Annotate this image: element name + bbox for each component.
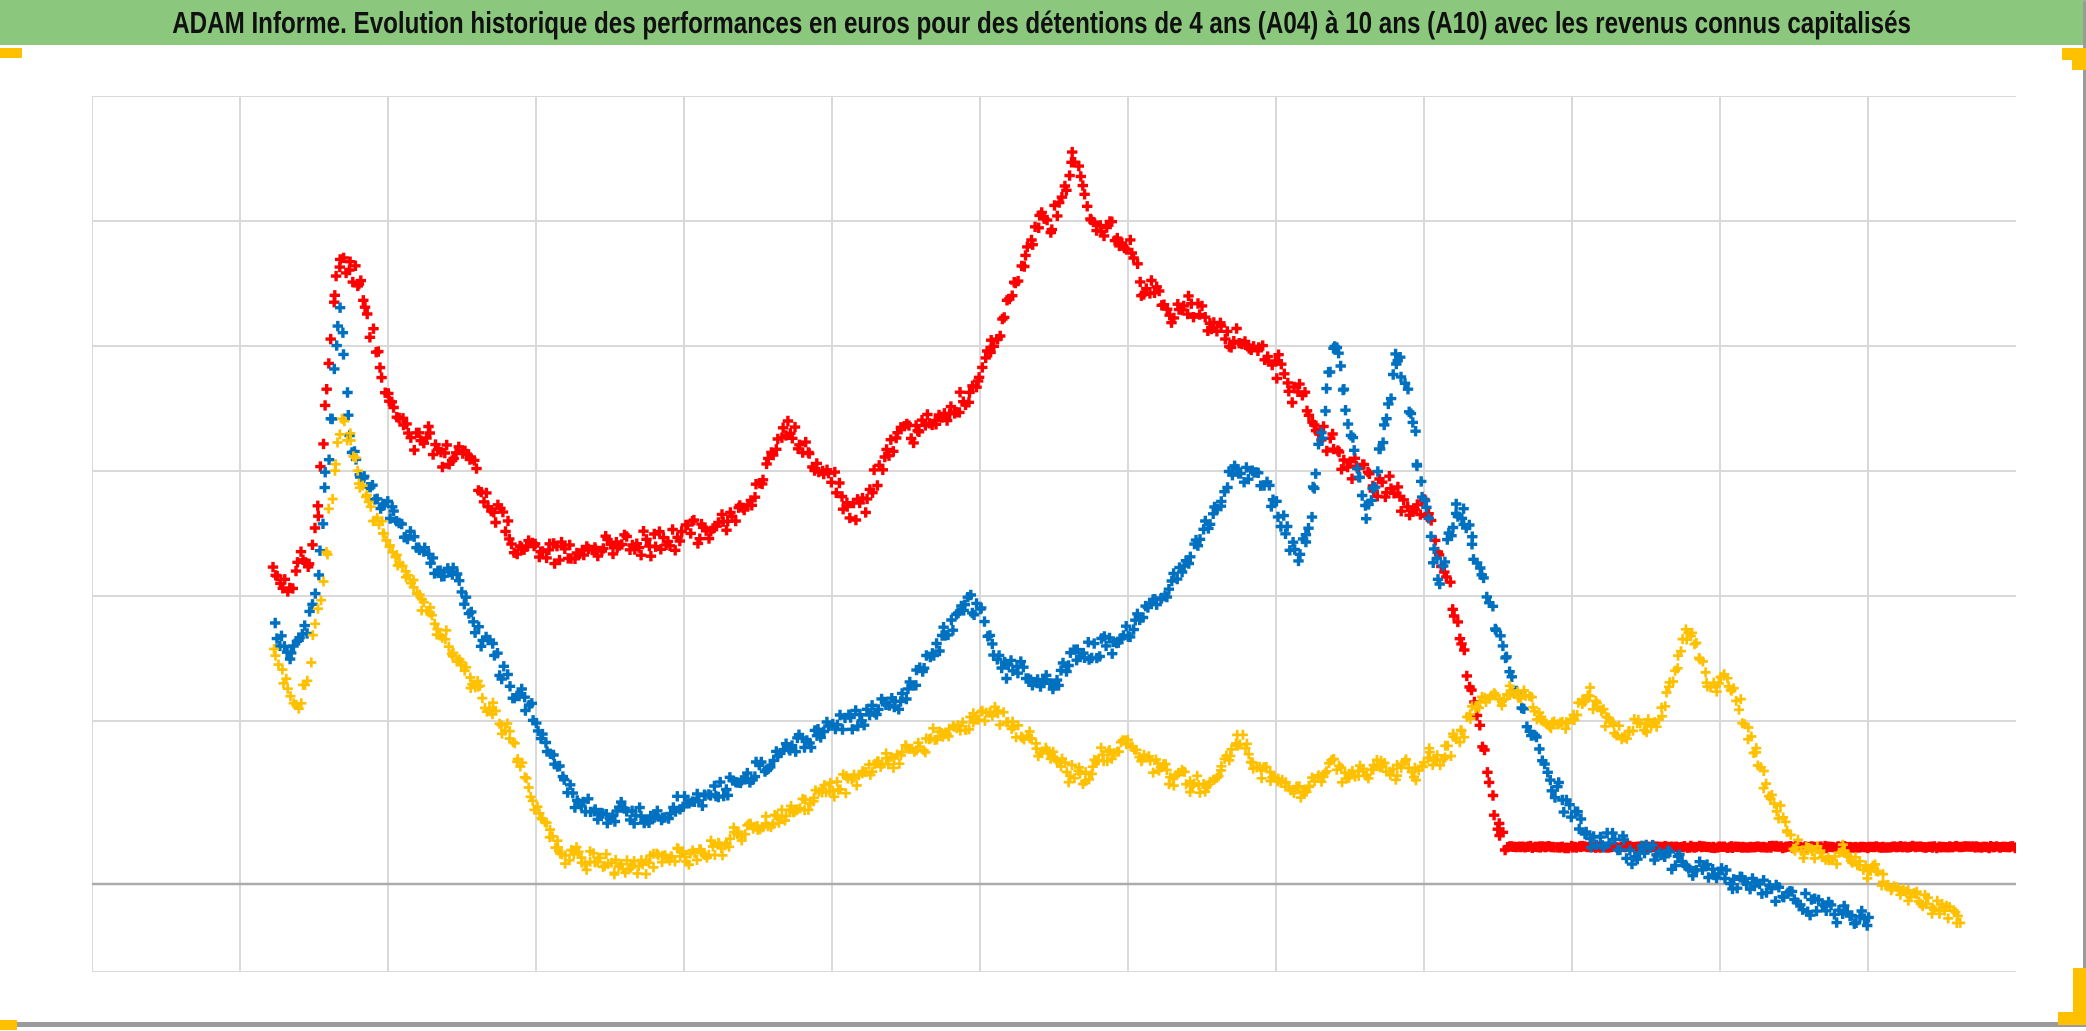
blue-series (270, 302, 1874, 931)
accent-bottom-right-h (2058, 1012, 2086, 1025)
accent-top-left-tab (0, 48, 22, 58)
window-bottom-bar (17, 1022, 2086, 1027)
scatter-canvas (92, 96, 2016, 972)
gold-series (269, 413, 1966, 928)
chart-title-bar: ADAM Informe. Evolution historique des p… (0, 0, 2083, 45)
plot-area (92, 96, 2016, 972)
red-series (267, 146, 2016, 856)
chart-title: ADAM Informe. Evolution historique des p… (172, 4, 1911, 40)
accent-top-right-v (2072, 48, 2086, 70)
accent-bottom-right-v (2073, 968, 2086, 1025)
window-right-edge (2083, 2, 2086, 1025)
accent-bottom-left-tab (0, 1020, 17, 1030)
